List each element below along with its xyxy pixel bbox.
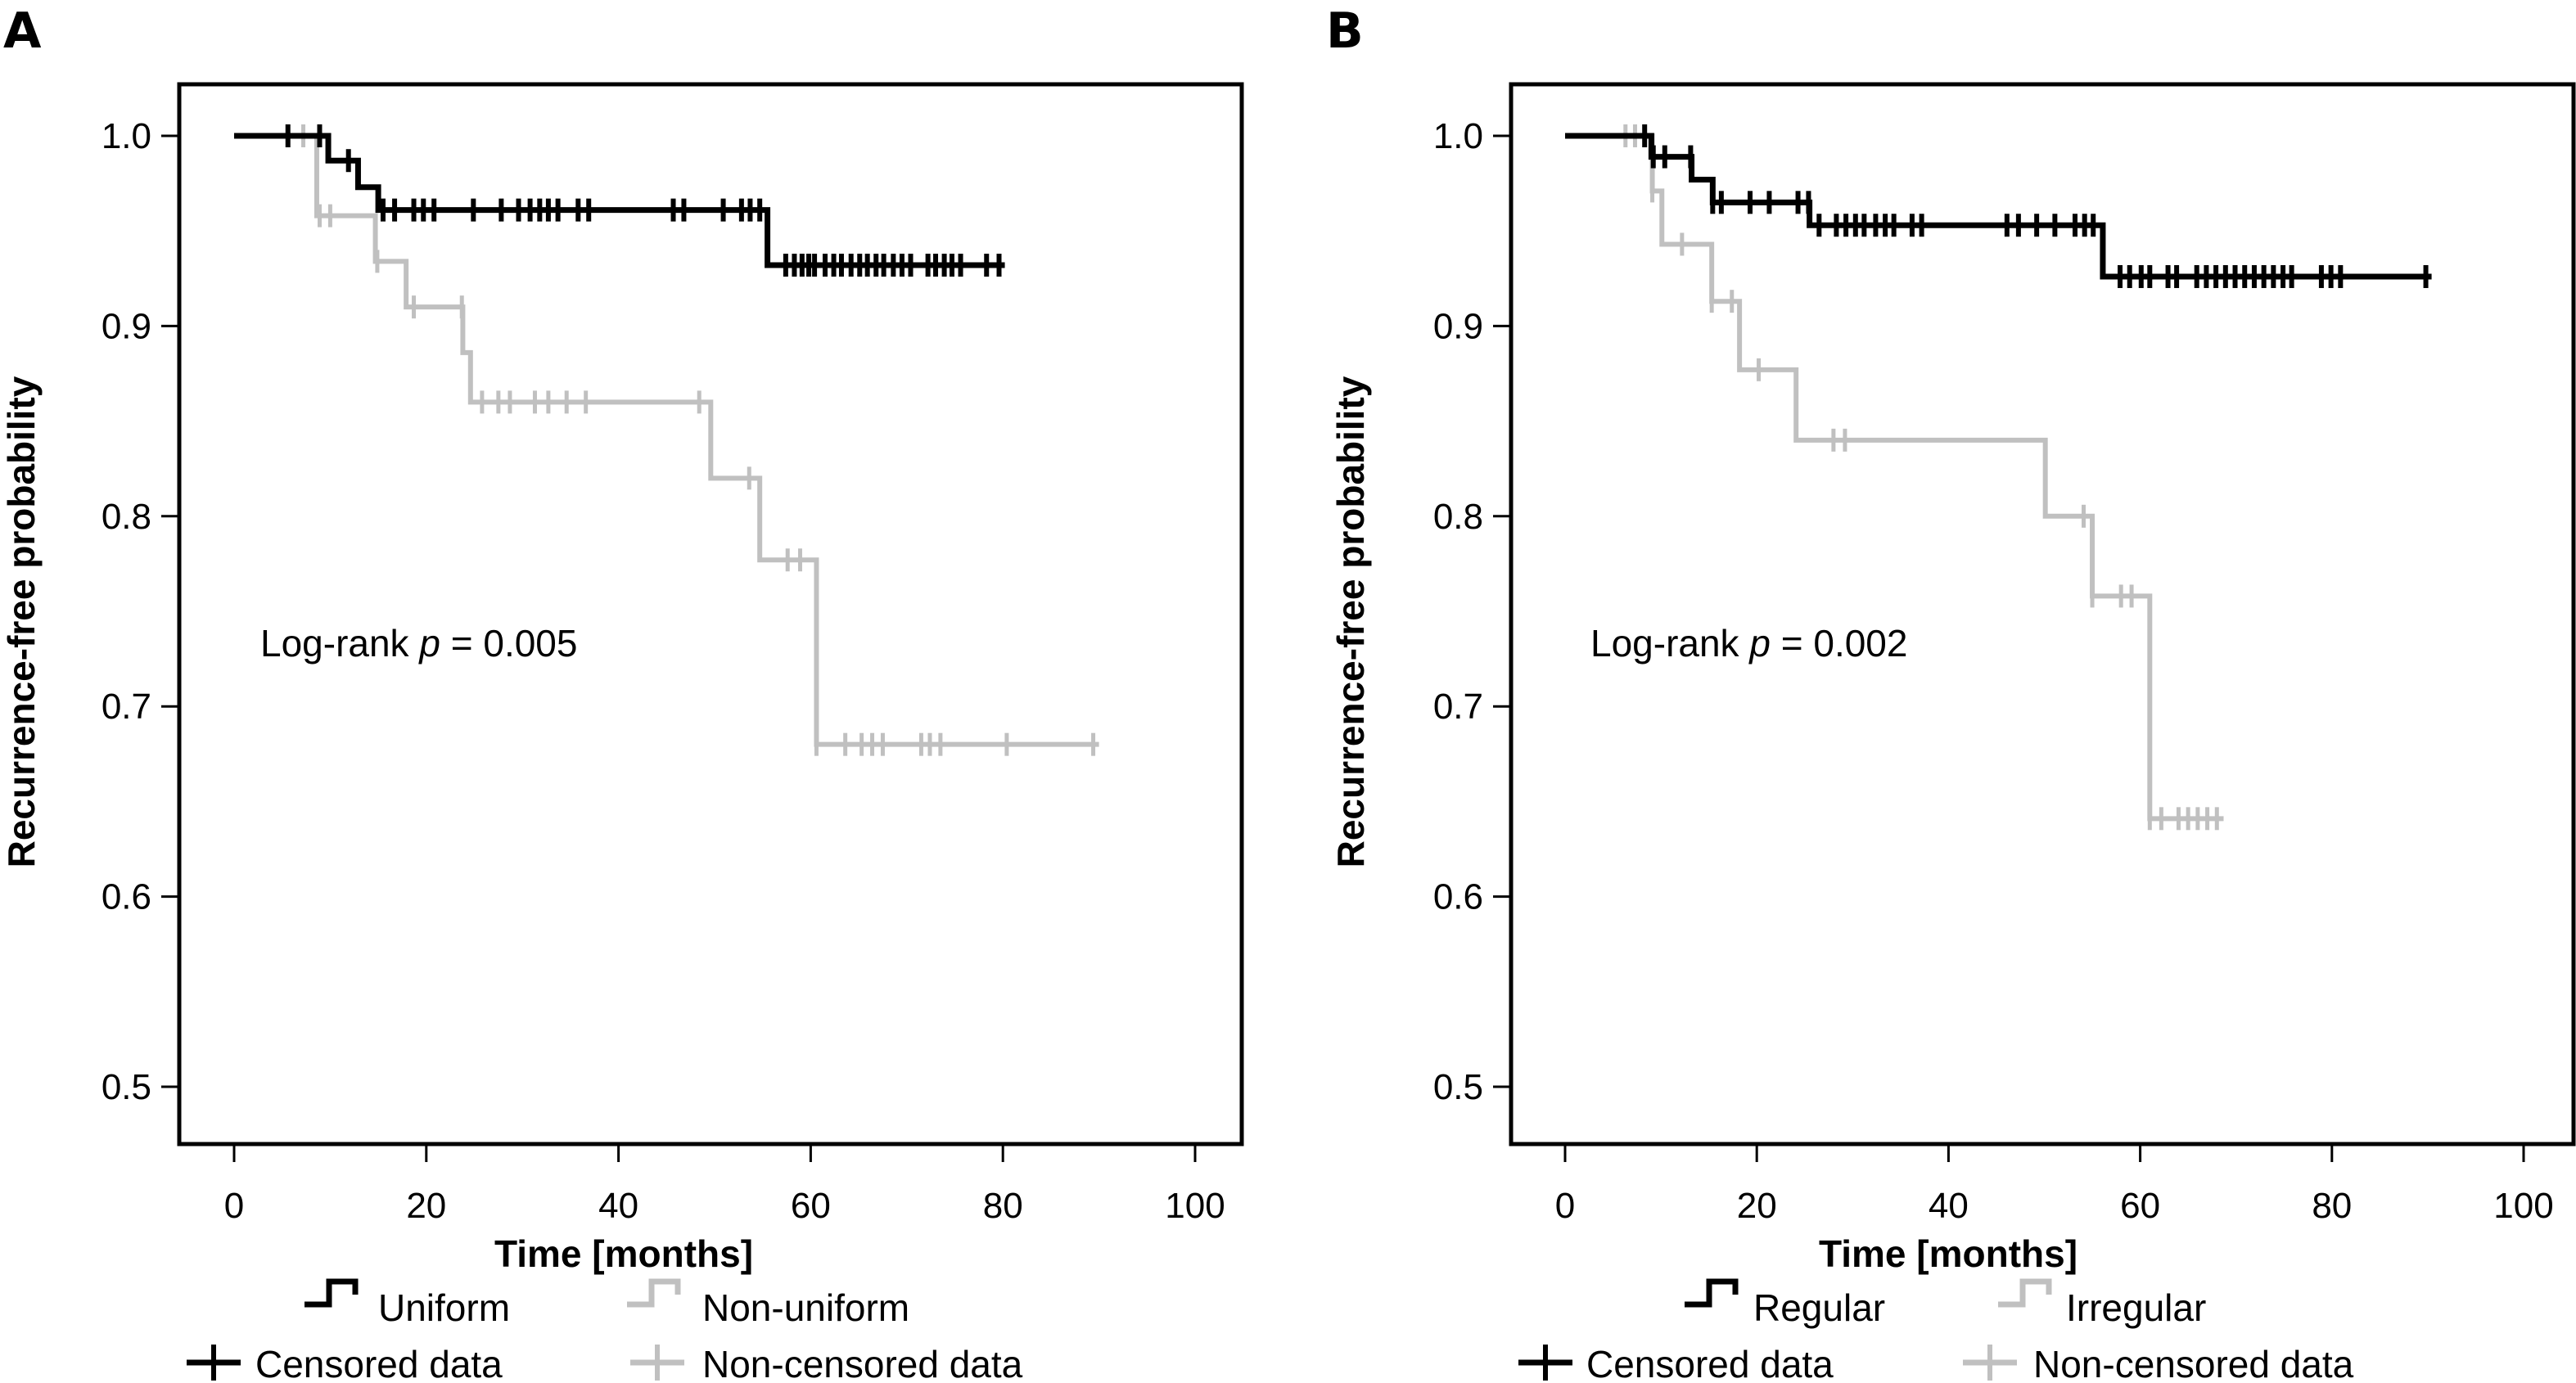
- annotation-value: = 0.002: [1771, 622, 1908, 664]
- legend-label: Irregular: [2066, 1286, 2206, 1329]
- y-tick-label: 1.0: [1433, 116, 1483, 156]
- y-tick-label: 0.8: [102, 497, 151, 537]
- legend-label: Censored data: [1586, 1343, 1834, 1383]
- legend-censored-plus-icon: [187, 1345, 241, 1381]
- x-tick-label: 100: [2493, 1186, 2553, 1226]
- km-curve-irregular: [1565, 133, 2224, 822]
- annotation-p: p: [417, 622, 440, 664]
- x-tick-label: 80: [983, 1186, 1023, 1226]
- legend-a: Uniform Non-uniform Censored data Non-censo…: [187, 1278, 1023, 1383]
- legend-b: Regular Irregular Censored data Non-censore…: [1518, 1278, 2354, 1383]
- y-tick-label: 1.0: [102, 116, 151, 156]
- annotation-p: p: [1748, 622, 1771, 664]
- panel-letter-b: B: [1326, 2, 1364, 60]
- x-tick-label: 100: [1165, 1186, 1225, 1226]
- legend-noncensored-plus-icon: [1963, 1345, 2017, 1381]
- plot-frame-a: [177, 82, 1244, 1146]
- y-axis-a: 0.5 0.6 0.7 0.8 0.9 1.0: [102, 116, 179, 1107]
- x-tick-label: 40: [598, 1186, 638, 1226]
- legend-step-icon: [305, 1278, 359, 1308]
- km-curve-uniform: [234, 133, 1005, 268]
- x-tick-label: 80: [2312, 1186, 2352, 1226]
- y-tick-label: 0.6: [102, 877, 151, 917]
- km-curve-regular: [1565, 133, 2432, 280]
- y-tick-label: 0.8: [1433, 497, 1483, 537]
- logrank-annotation-b: Log-rank p = 0.002: [1590, 622, 1907, 664]
- legend-label: Uniform: [378, 1286, 510, 1329]
- x-tick-label: 0: [1555, 1186, 1575, 1226]
- x-tick-label: 0: [224, 1186, 244, 1226]
- x-tick-label: 20: [406, 1186, 446, 1226]
- legend-label: Non-censored data: [702, 1343, 1023, 1383]
- x-axis-b: 0 20 40 60 80 100: [1555, 1144, 2554, 1226]
- panel-letter-a: A: [3, 2, 42, 60]
- x-tick-label: 60: [791, 1186, 831, 1226]
- y-axis-title-b: Recurrence-free probability: [1329, 376, 1372, 867]
- curves-b: [1565, 124, 2432, 831]
- x-tick-label: 20: [1737, 1186, 1777, 1226]
- x-tick-label: 60: [2120, 1186, 2160, 1226]
- y-tick-label: 0.6: [1433, 877, 1483, 917]
- x-axis-title-a: Time [months]: [494, 1232, 753, 1275]
- legend-label: Non-uniform: [702, 1286, 909, 1329]
- panel-a: A 0.5 0.6 0.7 0.8 0.9 1.0 0 20 40 60 80 100 Recurr…: [0, 2, 1244, 1383]
- legend-noncensored-plus-icon: [630, 1345, 684, 1381]
- legend-step-icon: [627, 1278, 681, 1308]
- annotation-value: = 0.005: [440, 622, 578, 664]
- plot-frame-b: [1509, 82, 2576, 1146]
- legend-step-icon: [1685, 1278, 1739, 1308]
- km-curve-non-uniform: [234, 133, 1099, 747]
- y-tick-label: 0.5: [102, 1067, 151, 1107]
- y-tick-label: 0.9: [102, 306, 151, 346]
- y-tick-label: 0.7: [102, 687, 151, 727]
- x-axis-title-b: Time [months]: [1819, 1232, 2077, 1275]
- curves-a: [234, 124, 1099, 756]
- y-tick-label: 0.5: [1433, 1067, 1483, 1107]
- legend-step-icon: [1998, 1278, 2052, 1308]
- logrank-annotation-a: Log-rank p = 0.005: [260, 622, 577, 664]
- y-axis-title-a: Recurrence-free probability: [0, 376, 43, 867]
- legend-label: Regular: [1753, 1286, 1885, 1329]
- y-axis-b: 0.5 0.6 0.7 0.8 0.9 1.0: [1433, 116, 1511, 1107]
- legend-censored-plus-icon: [1518, 1345, 1572, 1381]
- annotation-prefix: Log-rank: [260, 622, 419, 664]
- legend-label: Non-censored data: [2033, 1343, 2354, 1383]
- y-tick-label: 0.9: [1433, 306, 1483, 346]
- legend-label: Censored data: [255, 1343, 503, 1383]
- panel-b: B 0.5 0.6 0.7 0.8 0.9 1.0 0 20 40 60 80 100 Recurr…: [1326, 2, 2576, 1383]
- annotation-prefix: Log-rank: [1590, 622, 1749, 664]
- y-tick-label: 0.7: [1433, 687, 1483, 727]
- x-tick-label: 40: [1929, 1186, 1969, 1226]
- x-axis-a: 0 20 40 60 80 100: [224, 1144, 1225, 1226]
